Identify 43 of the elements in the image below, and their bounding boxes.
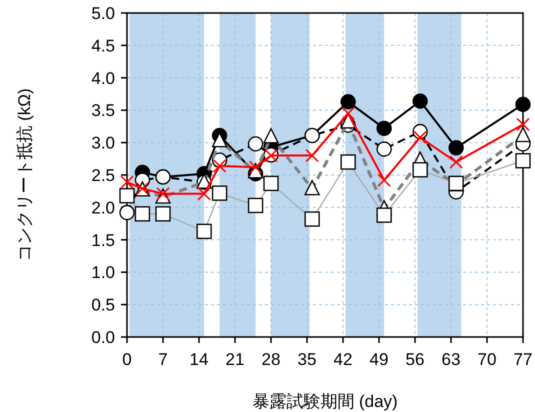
x-tick-label: 56 <box>406 350 424 369</box>
point <box>341 106 355 120</box>
x-tick-label: 49 <box>370 350 388 369</box>
point <box>156 187 170 201</box>
x-tick-label: 0 <box>122 350 132 369</box>
point <box>197 187 211 201</box>
y-axis-title: コンクリート抵抗 (kΩ) <box>15 88 34 262</box>
x-tick-label: 70 <box>478 350 496 369</box>
y-tick-label: 0.5 <box>91 296 115 315</box>
point <box>516 118 530 132</box>
point <box>305 148 319 162</box>
point <box>376 141 392 157</box>
x-tick-label: 77 <box>514 350 532 369</box>
y-tick-label: 2.5 <box>91 166 115 185</box>
y-tick-label: 1.0 <box>91 263 115 282</box>
point <box>413 130 427 144</box>
point <box>120 175 134 189</box>
y-tick-label: 2.0 <box>91 198 115 218</box>
point <box>448 140 464 156</box>
point <box>412 93 428 109</box>
x-tick-label: 35 <box>298 350 316 369</box>
x-tick-label: 21 <box>226 350 244 369</box>
x-tick-label: 7 <box>158 350 168 369</box>
point <box>515 96 531 112</box>
x-tick-label: 14 <box>190 350 208 369</box>
point <box>376 120 392 136</box>
point <box>340 94 356 110</box>
point <box>248 160 262 174</box>
point <box>212 159 226 173</box>
y-tick-label: 1.5 <box>91 230 115 250</box>
x-tick-label: 42 <box>334 350 352 369</box>
y-tick-label: 4.5 <box>91 36 115 56</box>
x-axis-title: 暴露試験期間 (day) <box>252 392 398 411</box>
point <box>248 136 264 152</box>
point <box>377 173 391 187</box>
point <box>449 155 463 169</box>
x-tick-label: 28 <box>262 350 280 369</box>
x-tick-label: 63 <box>442 350 460 369</box>
y-tick-label: 3.0 <box>91 134 115 153</box>
y-tick-label: 0.0 <box>91 328 115 347</box>
y-tick-label: 3.5 <box>91 101 115 120</box>
y-tick-label: 5.0 <box>91 4 115 23</box>
y-tick-label: 4.0 <box>91 68 115 88</box>
